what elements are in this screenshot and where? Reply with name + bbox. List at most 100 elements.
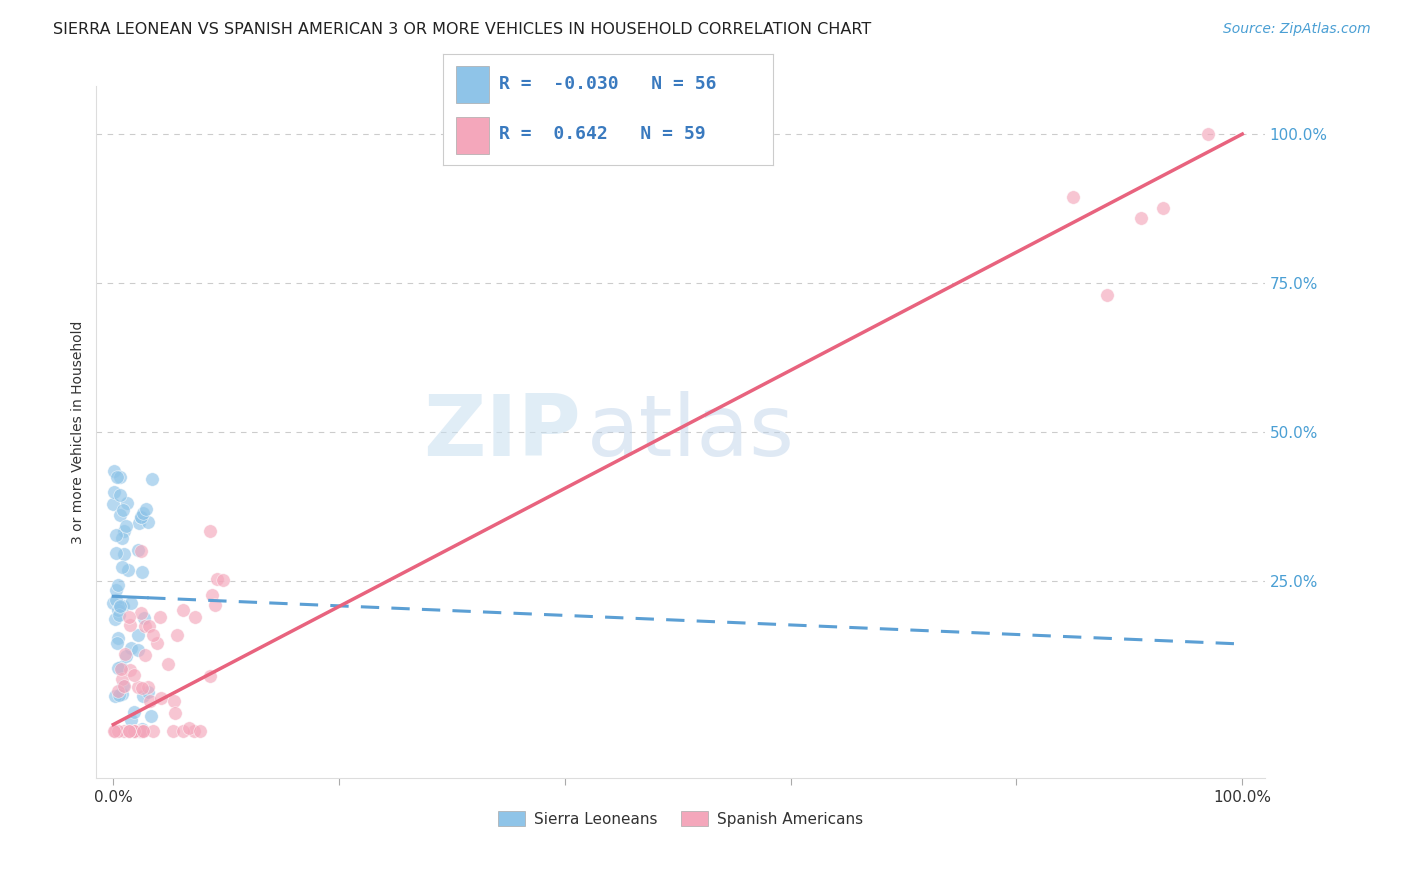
Point [131,723,153,738]
Point [103,723,125,738]
Point [107,683,129,698]
Point [128,516,150,530]
Point [111,531,134,545]
Point [112,524,135,539]
Point [129,544,152,558]
Point [1152,202,1174,216]
Point [1062,190,1084,204]
Point [142,628,165,642]
Point [135,501,157,516]
FancyBboxPatch shape [456,117,489,154]
Point [124,723,146,738]
Point [112,723,135,738]
Point [132,723,155,738]
Point [112,599,135,614]
Point [162,723,184,738]
Legend: Sierra Leoneans, Spanish Americans: Sierra Leoneans, Spanish Americans [492,805,870,833]
Point [163,706,186,721]
Point [107,661,129,675]
Point [139,694,162,708]
Point [122,705,145,719]
Point [1129,211,1152,226]
Point [108,599,131,613]
Point [114,648,136,662]
Point [103,497,125,511]
Point [127,542,149,557]
Point [120,596,142,610]
Point [120,640,142,655]
Point [129,723,152,738]
Point [117,562,139,576]
Point [136,684,159,698]
Point [118,664,141,678]
Point [150,691,173,706]
Point [129,510,152,524]
Point [141,472,163,486]
Point [115,496,138,510]
Text: ZIP: ZIP [423,391,581,474]
Point [172,723,194,738]
Point [183,723,205,738]
Point [110,660,132,674]
Point [131,681,153,695]
Point [188,723,211,738]
Point [131,722,153,736]
Point [105,636,128,650]
Point [132,611,155,625]
Point [124,723,146,738]
Point [132,506,155,520]
Point [111,672,134,686]
Point [136,680,159,694]
Point [127,643,149,657]
Point [142,723,165,738]
Point [120,713,142,727]
Point [166,628,188,642]
Point [111,687,134,701]
FancyBboxPatch shape [456,66,489,103]
Point [108,599,131,614]
Point [134,648,156,662]
Point [105,527,128,541]
Point [127,680,149,694]
Point [131,565,153,579]
Text: R =  -0.030   N = 56: R = -0.030 N = 56 [499,75,717,93]
Point [212,573,235,587]
Point [177,722,200,736]
Point [1095,288,1118,302]
Point [156,657,179,671]
Point [118,723,141,738]
Text: atlas: atlas [588,391,796,474]
Point [104,582,127,597]
Point [184,610,207,624]
Point [111,679,134,693]
Point [104,612,127,626]
Point [127,628,149,642]
Point [103,485,125,500]
Point [104,546,127,560]
Point [115,519,138,533]
Point [118,723,141,738]
Text: Source: ZipAtlas.com: Source: ZipAtlas.com [1223,22,1371,37]
Point [136,516,159,530]
Point [107,688,129,702]
Point [198,669,221,683]
Point [124,723,146,738]
Point [112,679,135,693]
Point [110,662,132,676]
Point [128,723,150,738]
Point [204,599,226,613]
Point [104,689,127,703]
Point [115,649,138,664]
Point [114,547,136,561]
Point [103,464,125,478]
Y-axis label: 3 or more Vehicles in Household: 3 or more Vehicles in Household [72,320,86,544]
Point [111,503,134,517]
Point [129,606,152,620]
Point [105,592,128,607]
Point [107,723,129,738]
Point [138,619,160,633]
Point [107,631,129,645]
Point [122,667,145,681]
Point [120,617,142,632]
Point [201,588,224,602]
